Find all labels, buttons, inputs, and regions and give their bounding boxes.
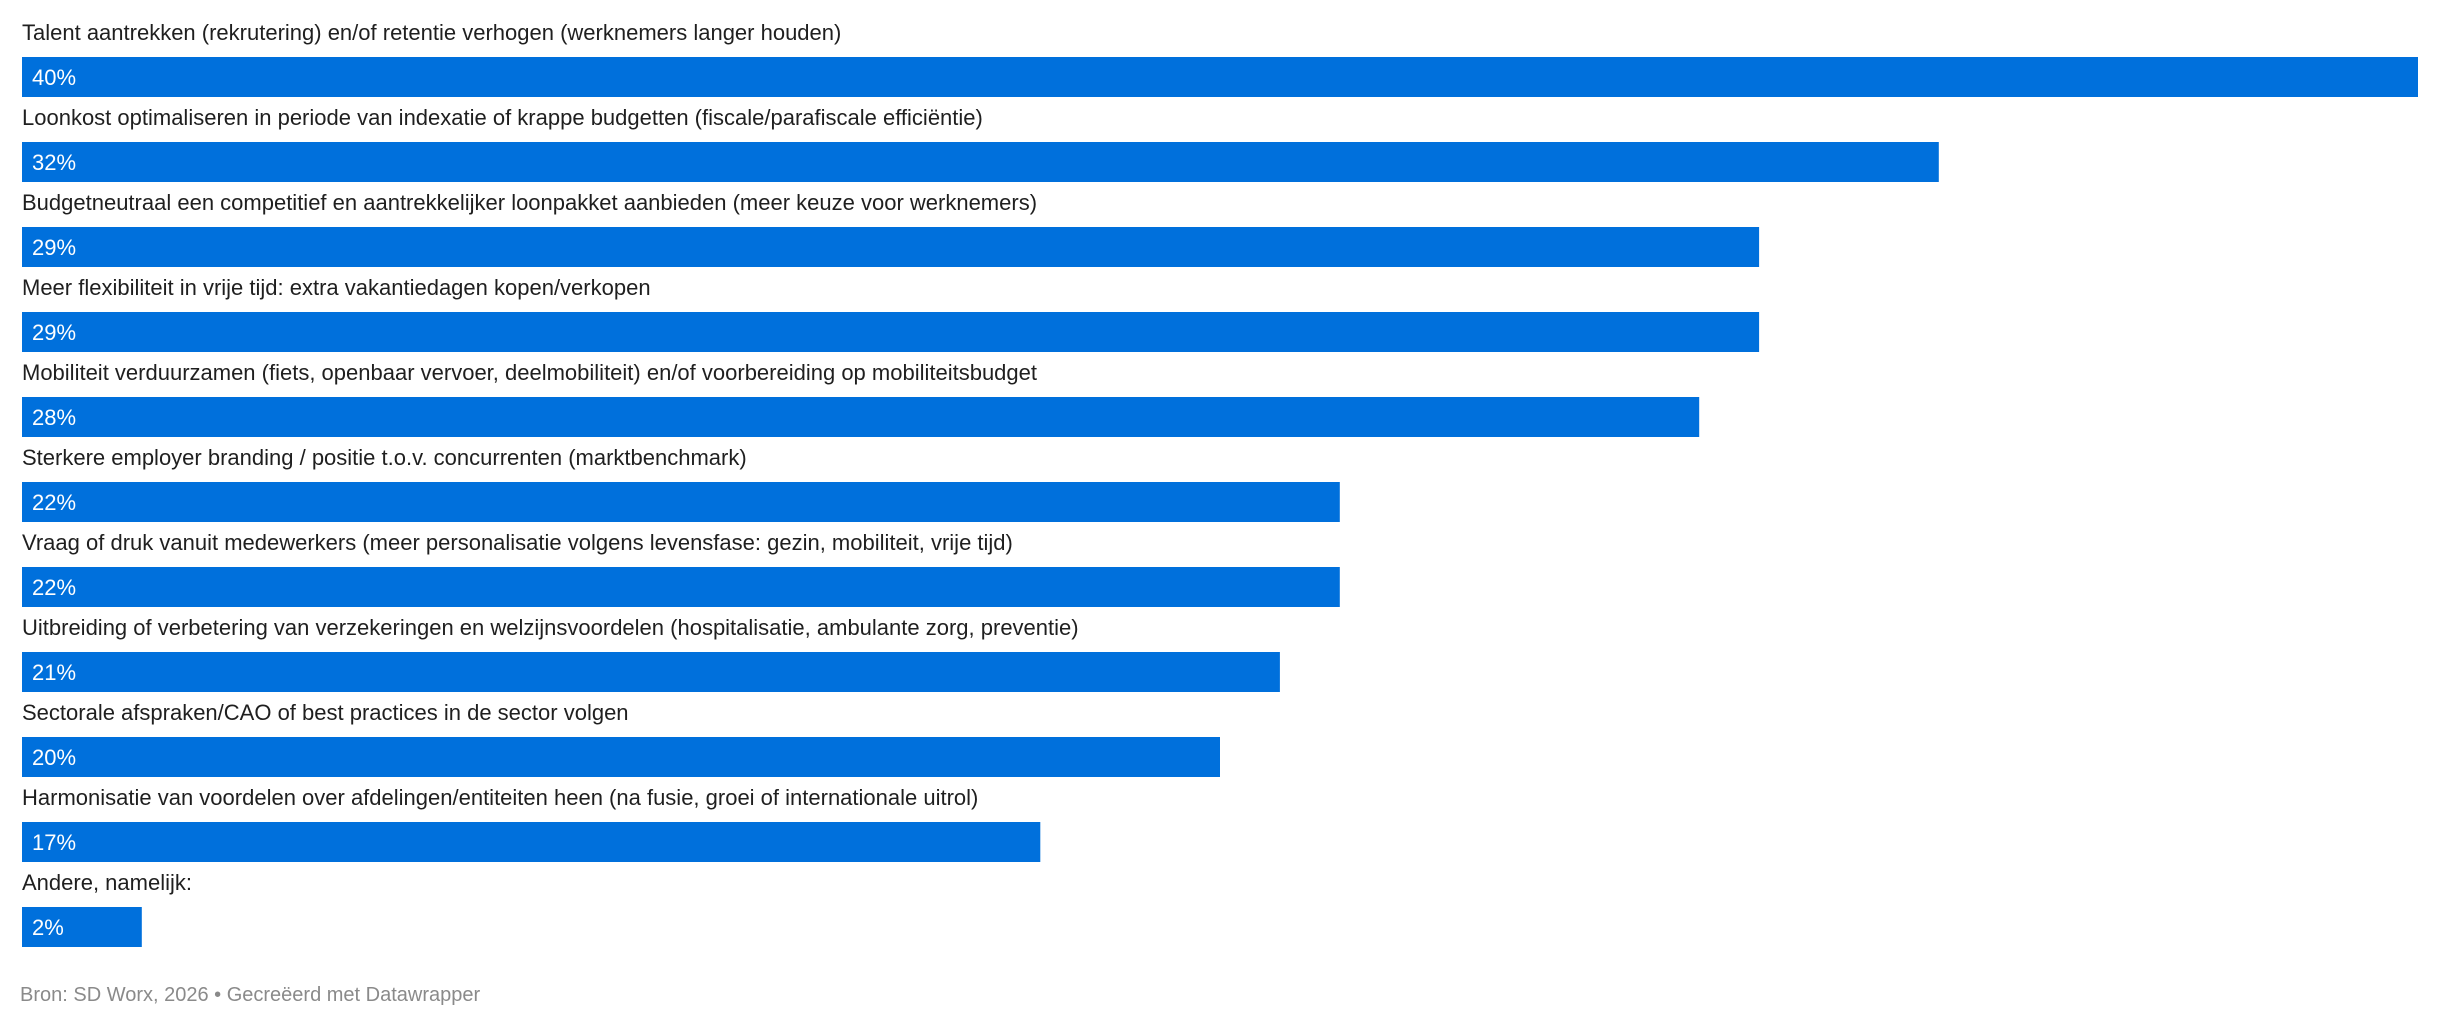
value-label: 21% [32,660,76,685]
value-label: 40% [32,65,76,90]
category-label: Harmonisatie van voordelen over afdeling… [22,785,978,810]
value-label: 28% [32,405,76,430]
value-label: 29% [32,235,76,260]
bar [22,482,1340,522]
category-label: Sterkere employer branding / positie t.o… [22,445,747,470]
value-label: 22% [32,575,76,600]
bar [22,567,1340,607]
bar [22,737,1220,777]
bar [22,652,1280,692]
value-label: 32% [32,150,76,175]
category-label: Meer flexibiliteit in vrije tijd: extra … [22,275,651,300]
category-label: Uitbreiding of verbetering van verzekeri… [22,615,1079,640]
bar [22,142,1939,182]
bar [22,822,1041,862]
bar [22,312,1760,352]
value-label: 17% [32,830,76,855]
source-footer: Bron: SD Worx, 2026 • Gecreëerd met Data… [20,984,481,1006]
category-label: Budgetneutraal een competitief en aantre… [22,190,1037,215]
category-label: Andere, namelijk: [22,870,192,895]
value-label: 20% [32,745,76,770]
value-label: 22% [32,490,76,515]
category-label: Mobiliteit verduurzamen (fiets, openbaar… [22,360,1037,385]
value-label: 29% [32,320,76,345]
category-label: Loonkost optimaliseren in periode van in… [22,105,983,130]
bar [22,397,1700,437]
category-label: Sectorale afspraken/CAO of best practice… [22,700,629,725]
bar [22,57,2418,97]
category-label: Talent aantrekken (rekrutering) en/of re… [22,20,841,45]
category-label: Vraag of druk vanuit medewerkers (meer p… [22,530,1013,555]
value-label: 2% [32,915,64,940]
bar [22,907,142,947]
bar [22,227,1760,267]
